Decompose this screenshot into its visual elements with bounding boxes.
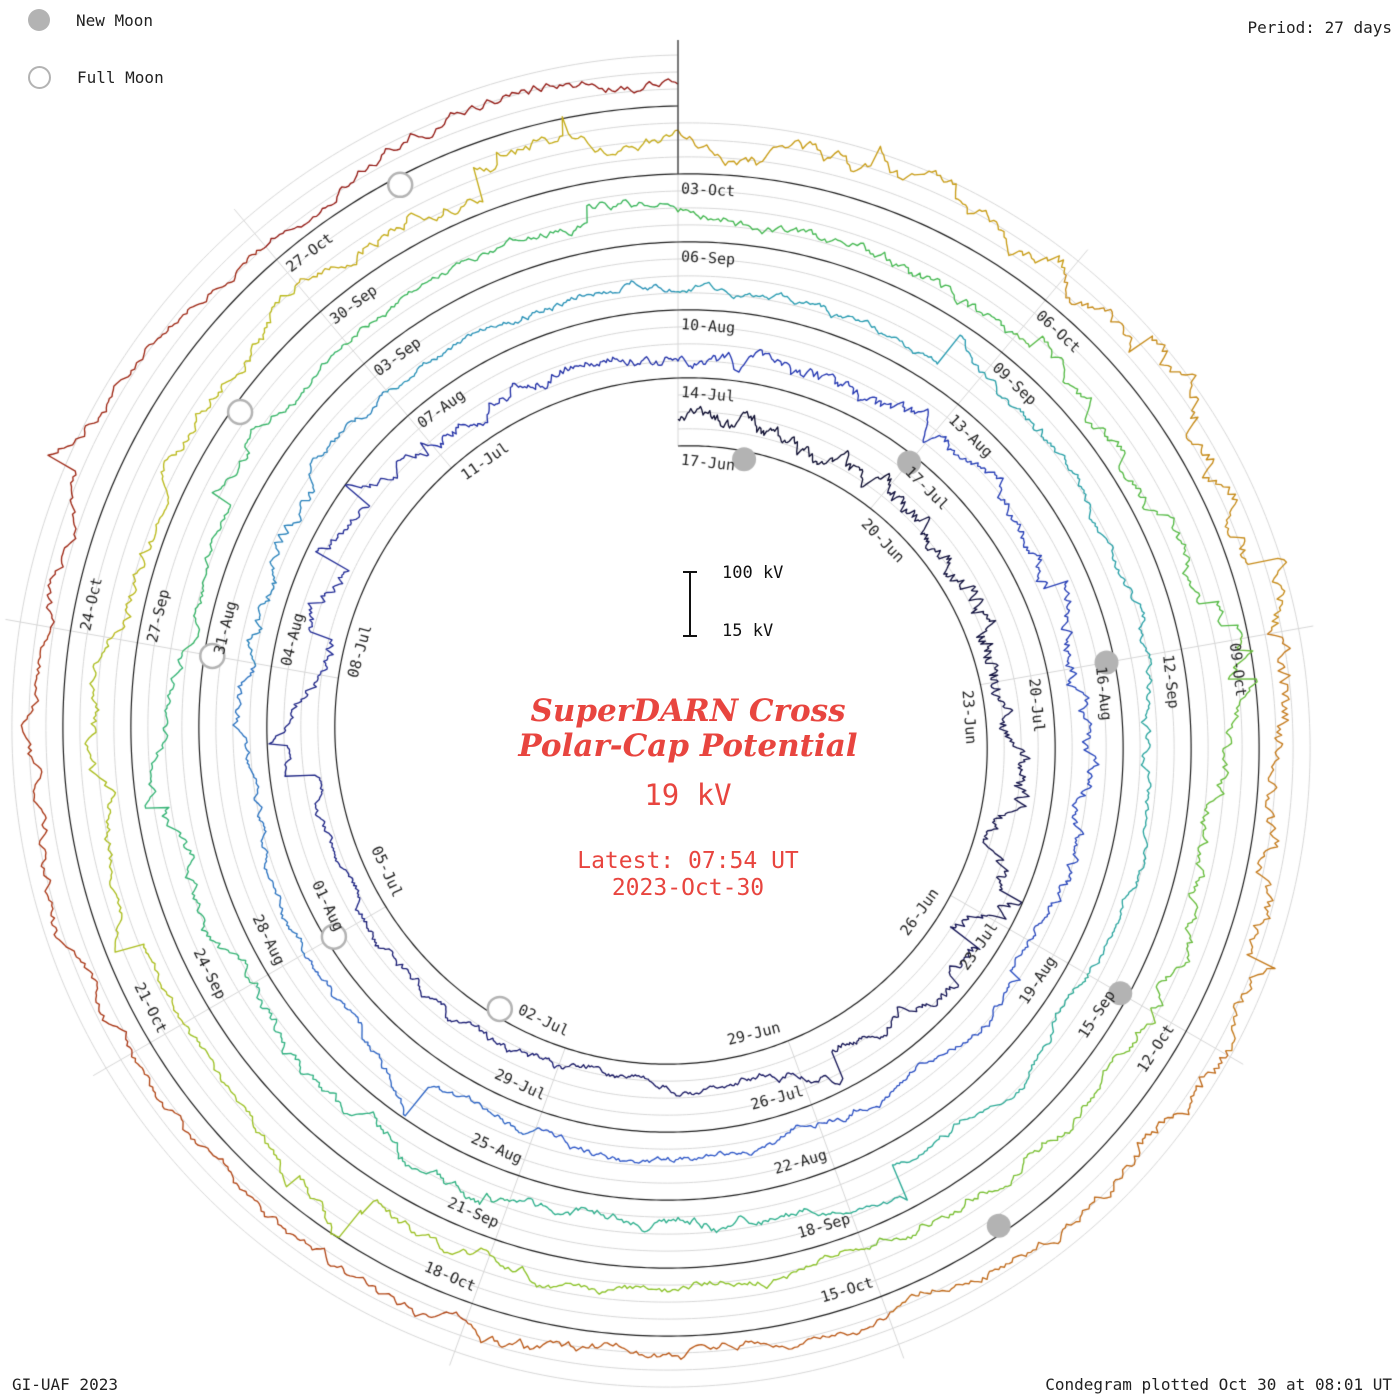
plotted-timestamp: Condegram plotted Oct 30 at 08:01 UT: [1045, 1375, 1392, 1394]
legend-full-moon: Full Moon: [28, 65, 164, 89]
latest-date: 2023-Oct-30: [611, 875, 765, 901]
scale-max-label: 100 kV: [722, 563, 784, 583]
current-value: 19 kV: [644, 778, 732, 812]
new-moon-label: New Moon: [76, 10, 154, 30]
period-label: Period: 27 days: [1247, 18, 1393, 37]
chart-title-line1: SuperDARN Cross: [530, 693, 846, 729]
center-annotation: SuperDARN Cross Polar-Cap Potential 19 k…: [428, 694, 948, 902]
new-moon-icon: [28, 9, 50, 31]
credit-label: GI-UAF 2023: [12, 1375, 118, 1394]
moon-legend: New Moon Full Moon: [28, 8, 164, 122]
full-moon-label: Full Moon: [77, 67, 164, 87]
chart-title-line2: Polar-Cap Potential: [518, 728, 858, 764]
amplitude-scale-bar: [683, 571, 697, 637]
scale-min-label: 15 kV: [722, 621, 774, 641]
full-moon-icon: [28, 65, 51, 89]
legend-new-moon: New Moon: [28, 8, 164, 32]
latest-time: Latest: 07:54 UT: [577, 848, 799, 874]
